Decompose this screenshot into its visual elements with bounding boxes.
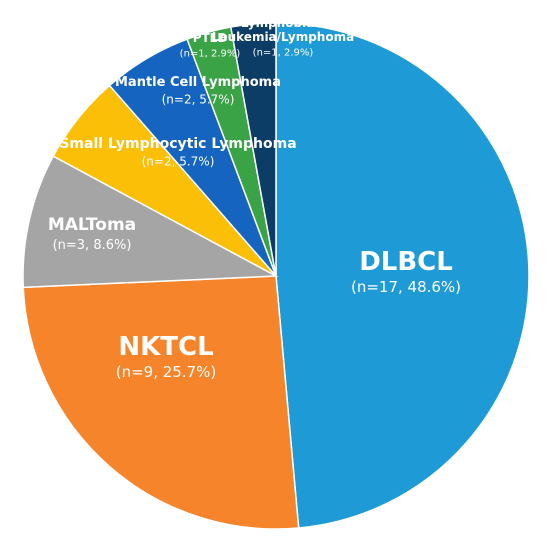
slice-label-dlbcl: DLBCL <box>359 247 453 277</box>
slice-count-small-lymphocytic-lymphoma: (n=2, 5.7%) <box>142 154 215 168</box>
slice-count-b-lymphoblastic-leukemia-lymphoma: (n=1, 2.9%) <box>253 47 314 58</box>
slice-label-maltoma: MALToma <box>48 215 136 235</box>
pie-labels: DLBCL(n=17, 48.6%) NKTCL(n=9, 25.7%) MALTo… <box>48 16 461 381</box>
slice-count-mantle-cell-lymphoma: (n=2, 5.7%) <box>162 92 235 106</box>
slice-label-nktcl: NKTCL <box>118 332 213 362</box>
slice-count-ptld: (n=1, 2.9%) <box>180 49 241 60</box>
slice-count-nktcl: (n=9, 25.7%) <box>116 363 217 381</box>
pie-slice-nktcl <box>22 275 300 530</box>
slice-count-dlbcl: (n=17, 48.6%) <box>351 278 461 296</box>
slice-label-small-lymphocytic-lymphoma: Small Lymphocytic Lymphoma <box>59 136 296 152</box>
slice-label-ptld: PTLD <box>193 31 228 45</box>
pie-slice-b-lymphoblastic-leukemia-lymphoma <box>229 22 277 277</box>
slice-label-b-lymphoblastic-leukemia-lymphoma: B Lymphoblastic Leukemia/Lymphoma <box>212 16 354 44</box>
pie-slice-maltoma <box>22 155 279 289</box>
pie-slice-dlbcl <box>275 22 530 529</box>
pie-slices <box>22 22 530 530</box>
slice-count-maltoma: (n=3, 8.6%) <box>53 238 132 253</box>
slice-label-mantle-cell-lymphoma: Mantle Cell Lymphoma <box>115 75 281 90</box>
